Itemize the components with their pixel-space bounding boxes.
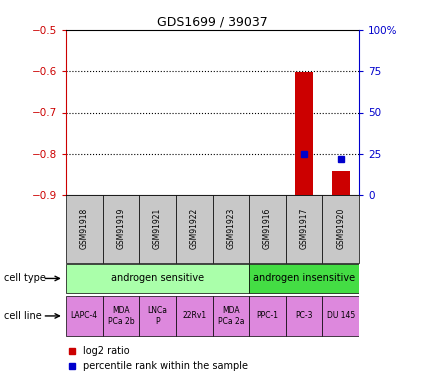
Text: MDA
PCa 2b: MDA PCa 2b [108,306,134,326]
FancyBboxPatch shape [176,296,212,336]
FancyBboxPatch shape [323,195,359,262]
FancyBboxPatch shape [212,296,249,336]
Bar [295,72,313,195]
Text: LAPC-4: LAPC-4 [71,311,98,320]
Text: GSM91923: GSM91923 [227,208,235,249]
FancyBboxPatch shape [323,296,359,336]
FancyBboxPatch shape [176,195,212,262]
Text: GSM91917: GSM91917 [300,208,309,249]
FancyBboxPatch shape [102,195,139,262]
Text: PPC-1: PPC-1 [256,311,278,320]
Text: GSM91918: GSM91918 [80,208,89,249]
Text: LNCa
P: LNCa P [147,306,167,326]
FancyBboxPatch shape [212,195,249,262]
FancyBboxPatch shape [66,264,249,293]
Text: log2 ratio: log2 ratio [83,346,130,356]
FancyBboxPatch shape [102,296,139,336]
Text: GSM91921: GSM91921 [153,208,162,249]
FancyBboxPatch shape [249,296,286,336]
FancyBboxPatch shape [66,195,102,262]
Text: cell line: cell line [4,311,42,321]
Text: cell type: cell type [4,273,46,284]
Text: GSM91916: GSM91916 [263,208,272,249]
Text: PC-3: PC-3 [295,311,313,320]
FancyBboxPatch shape [139,296,176,336]
Text: percentile rank within the sample: percentile rank within the sample [83,360,249,370]
FancyBboxPatch shape [286,296,323,336]
Text: DU 145: DU 145 [327,311,355,320]
FancyBboxPatch shape [249,264,359,293]
FancyBboxPatch shape [286,195,323,262]
FancyBboxPatch shape [249,195,286,262]
Text: GSM91919: GSM91919 [116,208,125,249]
FancyBboxPatch shape [139,195,176,262]
Title: GDS1699 / 39037: GDS1699 / 39037 [157,16,268,29]
Text: GSM91922: GSM91922 [190,208,198,249]
Text: GSM91920: GSM91920 [336,208,345,249]
Bar [332,171,350,195]
FancyBboxPatch shape [66,296,102,336]
Text: 22Rv1: 22Rv1 [182,311,206,320]
Text: androgen insensitive: androgen insensitive [253,273,355,284]
Text: androgen sensitive: androgen sensitive [111,273,204,284]
Text: MDA
PCa 2a: MDA PCa 2a [218,306,244,326]
